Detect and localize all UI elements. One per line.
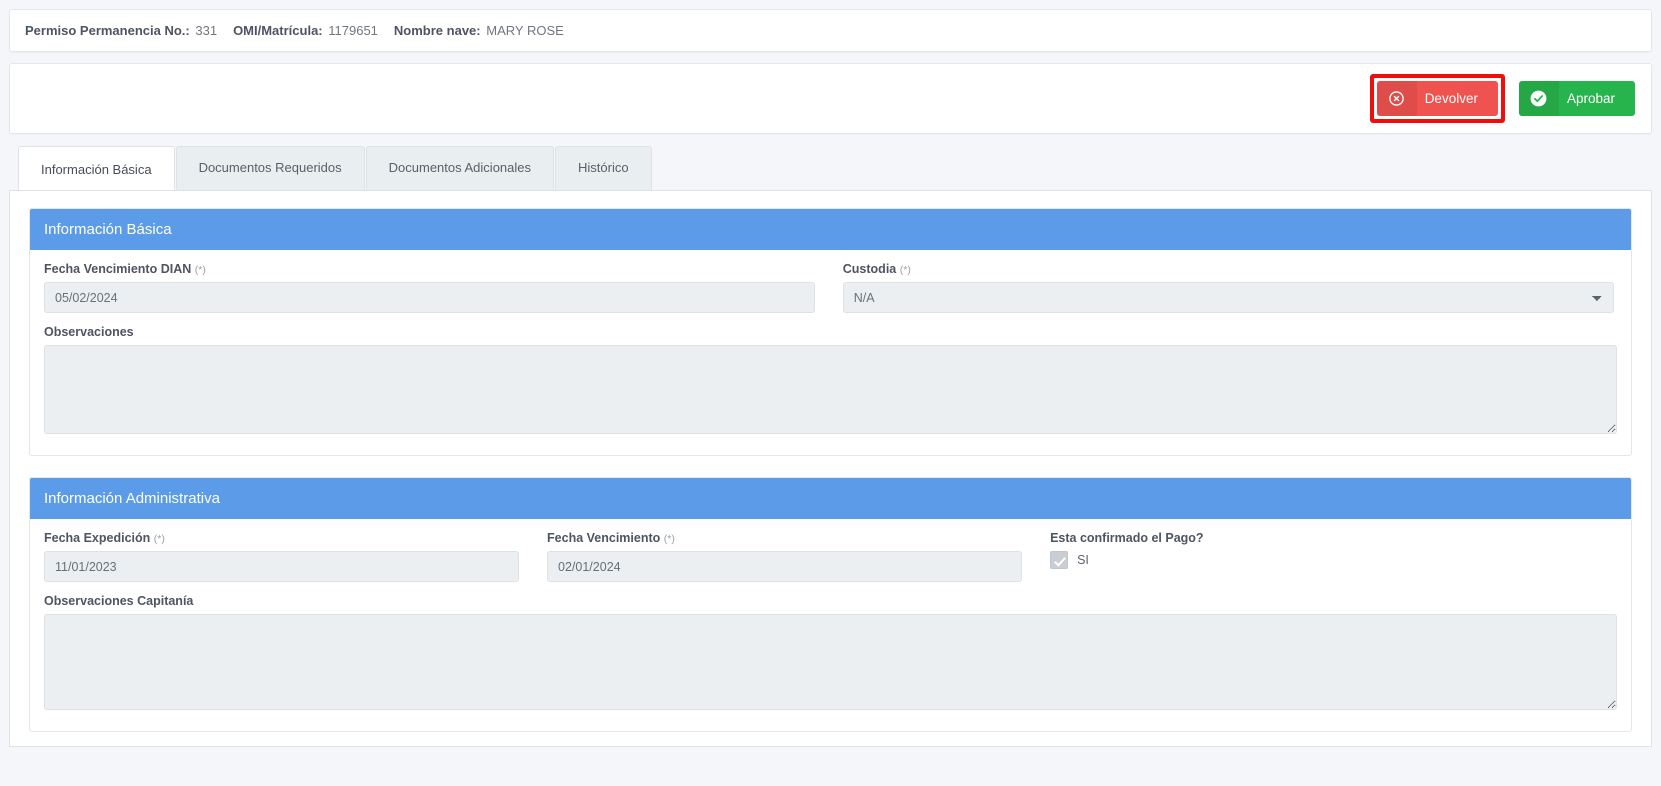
tab-panel-informacion-basica: Información Básica Fecha Vencimiento DIA… — [9, 191, 1652, 747]
fecha-vencimiento-dian-required-mark: (*) — [194, 264, 206, 276]
observaciones-label: Observaciones — [44, 325, 134, 339]
info-omi-matricula: OMI/Matrícula: 1179651 — [233, 23, 378, 38]
field-custodia: Custodia (*) N/A — [842, 262, 1614, 313]
pago-confirmado-checkbox-label: SI — [1077, 553, 1089, 567]
info-omi-matricula-value: 1179651 — [328, 23, 378, 38]
action-bar: Devolver Aprobar — [9, 63, 1652, 134]
fecha-vencimiento-dian-label-text: Fecha Vencimiento DIAN — [44, 262, 192, 276]
panel-informacion-basica: Información Básica Fecha Vencimiento DIA… — [29, 208, 1632, 456]
pago-confirmado-label: Esta confirmado el Pago? — [1050, 531, 1204, 545]
observaciones-textarea[interactable] — [44, 345, 1617, 434]
devolver-button-label: Devolver — [1424, 91, 1478, 106]
custodia-select[interactable]: N/A — [842, 282, 1614, 313]
info-permiso-permanencia: Permiso Permanencia No.: 331 — [25, 23, 217, 38]
fecha-vencimiento-label-text: Fecha Vencimiento — [547, 531, 661, 545]
field-fecha-vencimiento-dian: Fecha Vencimiento DIAN (*) — [44, 262, 815, 313]
fecha-vencimiento-required-mark: (*) — [663, 533, 675, 545]
tab-historico-label: Histórico — [578, 160, 629, 175]
info-nombre-nave-label: Nombre nave: — [393, 23, 481, 38]
field-fecha-expedicion: Fecha Expedición (*) — [44, 531, 520, 582]
tab-informacion-basica[interactable]: Información Básica — [18, 146, 175, 190]
fecha-expedicion-input[interactable] — [44, 551, 520, 582]
tab-documentos-requeridos-label: Documentos Requeridos — [198, 160, 342, 175]
panel-informacion-administrativa: Información Administrativa Fecha Expedic… — [29, 477, 1632, 732]
tab-historico[interactable]: Histórico — [555, 146, 652, 190]
custodia-label-text: Custodia — [842, 262, 897, 276]
tab-documentos-adicionales-label: Documentos Adicionales — [388, 160, 531, 175]
custodia-required-mark: (*) — [899, 264, 911, 276]
fecha-expedicion-label: Fecha Expedición (*) — [44, 531, 519, 545]
tab-documentos-requeridos[interactable]: Documentos Requeridos — [175, 146, 365, 190]
tab-bar: Información Básica Documentos Requeridos… — [9, 146, 1652, 191]
circle-check-icon — [1518, 81, 1559, 116]
aprobar-button-label: Aprobar — [1566, 91, 1615, 106]
fecha-expedicion-label-text: Fecha Expedición — [44, 531, 151, 545]
panel-informacion-administrativa-title: Información Administrativa — [30, 478, 1631, 519]
custodia-label: Custodia (*) — [843, 262, 1614, 276]
field-observaciones-capitania: Observaciones Capitanía — [44, 594, 1617, 715]
vessel-info-bar: Permiso Permanencia No.: 331 OMI/Matrícu… — [9, 9, 1652, 52]
circle-x-icon — [1376, 81, 1417, 116]
field-fecha-vencimiento: Fecha Vencimiento (*) — [547, 531, 1023, 582]
devolver-button-highlight: Devolver — [1369, 74, 1505, 123]
info-permiso-permanencia-label: Permiso Permanencia No.: — [25, 23, 190, 38]
field-observaciones: Observaciones — [44, 325, 1617, 439]
tab-documentos-adicionales[interactable]: Documentos Adicionales — [365, 146, 554, 190]
observaciones-capitania-textarea[interactable] — [44, 614, 1617, 710]
pago-confirmado-checkbox[interactable] — [1050, 551, 1069, 569]
field-pago-confirmado: Esta confirmado el Pago? SI — [1050, 531, 1569, 582]
fecha-vencimiento-dian-label: Fecha Vencimiento DIAN (*) — [44, 262, 815, 276]
devolver-button[interactable]: Devolver — [1376, 81, 1498, 116]
info-permiso-permanencia-value: 331 — [195, 23, 218, 38]
info-omi-matricula-label: OMI/Matrícula: — [233, 23, 323, 38]
tab-informacion-basica-label: Información Básica — [41, 162, 152, 177]
panel-informacion-basica-title: Información Básica — [30, 209, 1631, 250]
observaciones-capitania-label: Observaciones Capitanía — [44, 594, 194, 608]
fecha-vencimiento-dian-input[interactable] — [44, 282, 815, 313]
info-nombre-nave-value: MARY ROSE — [486, 23, 564, 38]
aprobar-button[interactable]: Aprobar — [1518, 81, 1635, 116]
fecha-vencimiento-input[interactable] — [547, 551, 1023, 582]
info-nombre-nave: Nombre nave: MARY ROSE — [394, 23, 564, 38]
fecha-vencimiento-label: Fecha Vencimiento (*) — [547, 531, 1022, 545]
fecha-expedicion-required-mark: (*) — [153, 533, 165, 545]
